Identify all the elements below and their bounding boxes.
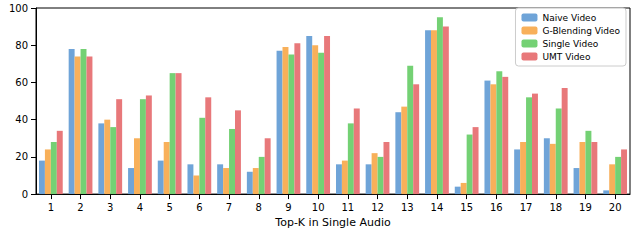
- svg-text:17: 17: [520, 202, 533, 213]
- svg-text:15: 15: [460, 202, 473, 213]
- svg-text:10: 10: [312, 202, 325, 213]
- svg-text:8: 8: [256, 202, 262, 213]
- svg-text:100: 100: [9, 3, 28, 14]
- svg-text:5: 5: [166, 202, 172, 213]
- svg-text:3: 3: [107, 202, 113, 213]
- svg-text:Naive Video: Naive Video: [542, 13, 596, 23]
- svg-text:Top-K in Single Audio: Top-K in Single Audio: [274, 216, 391, 229]
- svg-text:19: 19: [579, 202, 592, 213]
- svg-text:11: 11: [341, 202, 354, 213]
- svg-text:9: 9: [285, 202, 291, 213]
- svg-text:80: 80: [15, 40, 28, 51]
- svg-text:UMT Video: UMT Video: [542, 52, 590, 62]
- svg-text:12: 12: [371, 202, 384, 213]
- svg-text:2: 2: [77, 202, 83, 213]
- svg-text:18: 18: [549, 202, 562, 213]
- svg-text:16: 16: [490, 202, 503, 213]
- svg-text:7: 7: [226, 202, 232, 213]
- svg-text:14: 14: [431, 202, 444, 213]
- svg-text:0: 0: [22, 189, 28, 200]
- svg-text:13: 13: [401, 202, 414, 213]
- svg-text:Single Video: Single Video: [542, 39, 598, 49]
- svg-text:20: 20: [609, 202, 622, 213]
- svg-text:40: 40: [15, 114, 28, 125]
- svg-text:6: 6: [196, 202, 202, 213]
- svg-text:1: 1: [48, 202, 54, 213]
- svg-text:60: 60: [15, 77, 28, 88]
- svg-text:4: 4: [137, 202, 143, 213]
- svg-text:G-Blending Video: G-Blending Video: [542, 26, 620, 36]
- svg-text:20: 20: [15, 151, 28, 162]
